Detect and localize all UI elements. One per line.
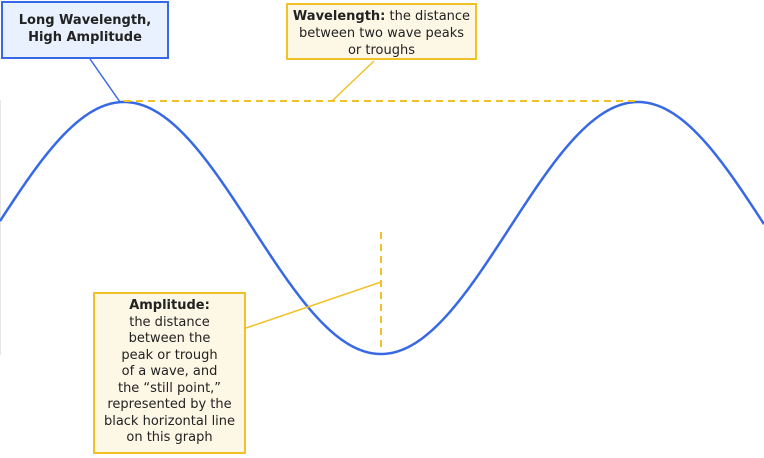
wavelength-callout-line-1: Wavelength: the distance	[288, 8, 475, 25]
wavelength-callout: Wavelength: the distance between two wav…	[286, 3, 477, 60]
amplitude-leader-line	[245, 281, 382, 329]
wavelength-callout-line-2: between two wave peaks	[298, 26, 465, 41]
amplitude-line-4: of a wave, and	[121, 364, 218, 379]
wave-label-line-2: High Amplitude	[28, 30, 142, 45]
wave-label-leader-line	[89, 58, 121, 103]
wavelength-leader-line	[331, 60, 375, 102]
wave-label-line-1: Long Wavelength,	[18, 13, 152, 28]
amplitude-line-7: black horizontal line	[103, 413, 236, 429]
amplitude-line-3: peak or trough	[121, 347, 218, 363]
wavelength-callout-line-3: or troughs	[347, 43, 416, 58]
amplitude-line-2: between the	[128, 331, 211, 346]
amplitude-callout: Amplitude: the distance between the peak…	[93, 292, 246, 454]
amplitude-term: Amplitude:	[129, 298, 210, 313]
amplitude-line-6: represented by the	[107, 397, 232, 412]
wave-label-box: Long Wavelength, High Amplitude	[1, 1, 169, 59]
wavelength-definition-start: the distance	[385, 9, 471, 24]
wavelength-term: Wavelength:	[292, 9, 386, 24]
amplitude-line-8: on this graph	[126, 430, 213, 445]
amplitude-line-5: the “still point,”	[117, 380, 222, 396]
amplitude-line-1: the distance	[129, 314, 210, 330]
sine-wave	[0, 100, 764, 356]
